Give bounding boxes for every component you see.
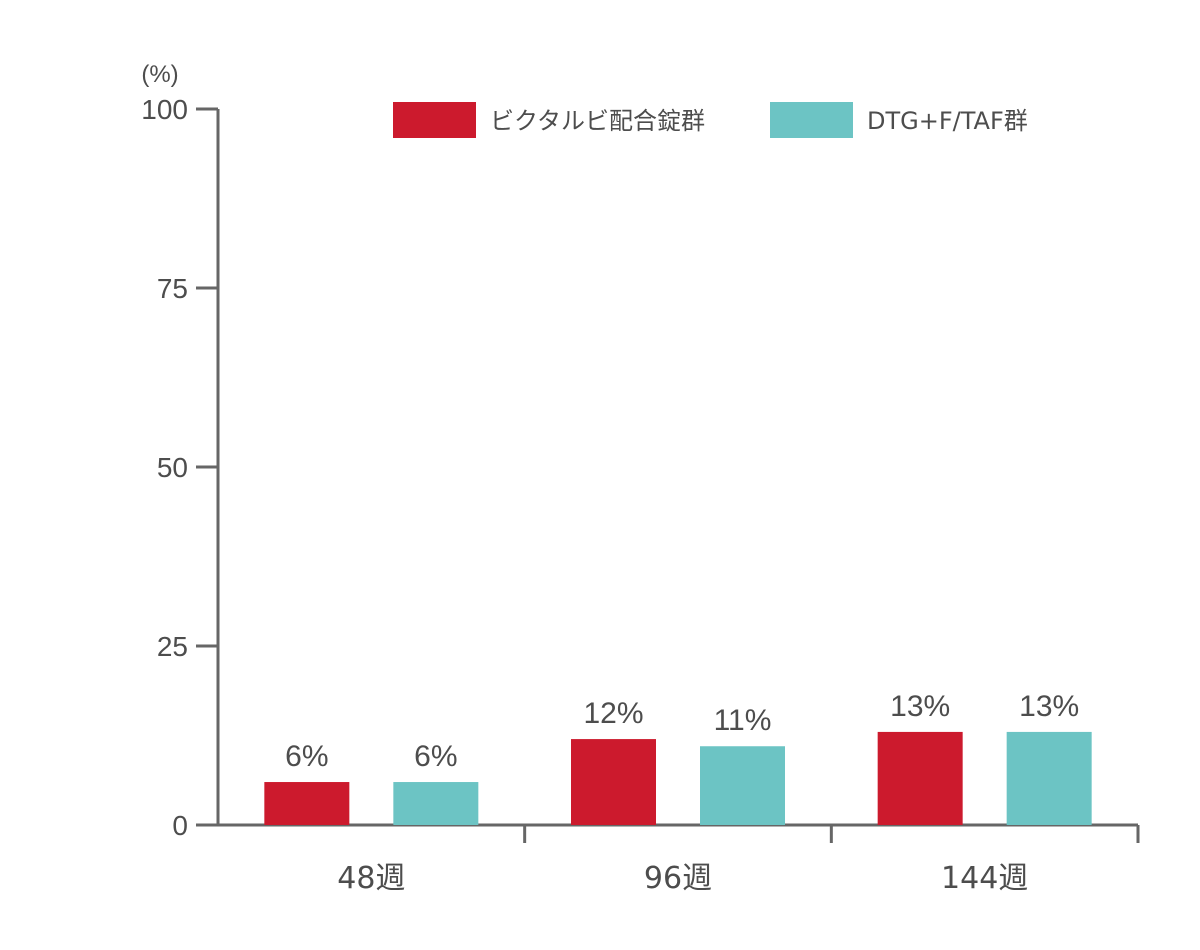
y-tick-label: 100 [141,94,188,125]
legend-label: DTG+F/TAF群 [867,107,1028,135]
bar [264,782,350,825]
bar [1006,731,1092,825]
y-tick-label: 75 [157,273,188,304]
bar [571,739,656,825]
bar [393,782,479,825]
y-tick-label: 0 [172,810,188,841]
legend-swatch [770,102,853,138]
data-label: 12% [583,697,643,730]
y-tick-label: 25 [157,631,188,662]
x-axis: 48週 96週 144週 [218,823,1140,896]
data-label: 6% [285,740,328,773]
legend: ビクタルビ配合錠群 DTG+F/TAF群 [393,102,1028,138]
y-axis: (%) 0 25 50 75 100 [141,61,220,841]
data-label: 6% [414,740,457,773]
data-label: 11% [714,704,772,737]
y-unit-label: (%) [141,61,178,88]
legend-swatch [393,102,476,138]
x-tick-label: 96週 [644,861,712,896]
data-label: 13% [890,690,950,723]
x-tick-label: 48週 [337,861,405,896]
bars: 6% 6% 12% 11% 13% 13% [264,690,1092,825]
data-label: 13% [1019,690,1079,723]
bar [877,731,963,825]
legend-label: ビクタルビ配合錠群 [490,107,705,135]
bar [700,746,785,825]
y-tick-label: 50 [157,452,188,483]
x-tick-label: 144週 [941,861,1028,896]
